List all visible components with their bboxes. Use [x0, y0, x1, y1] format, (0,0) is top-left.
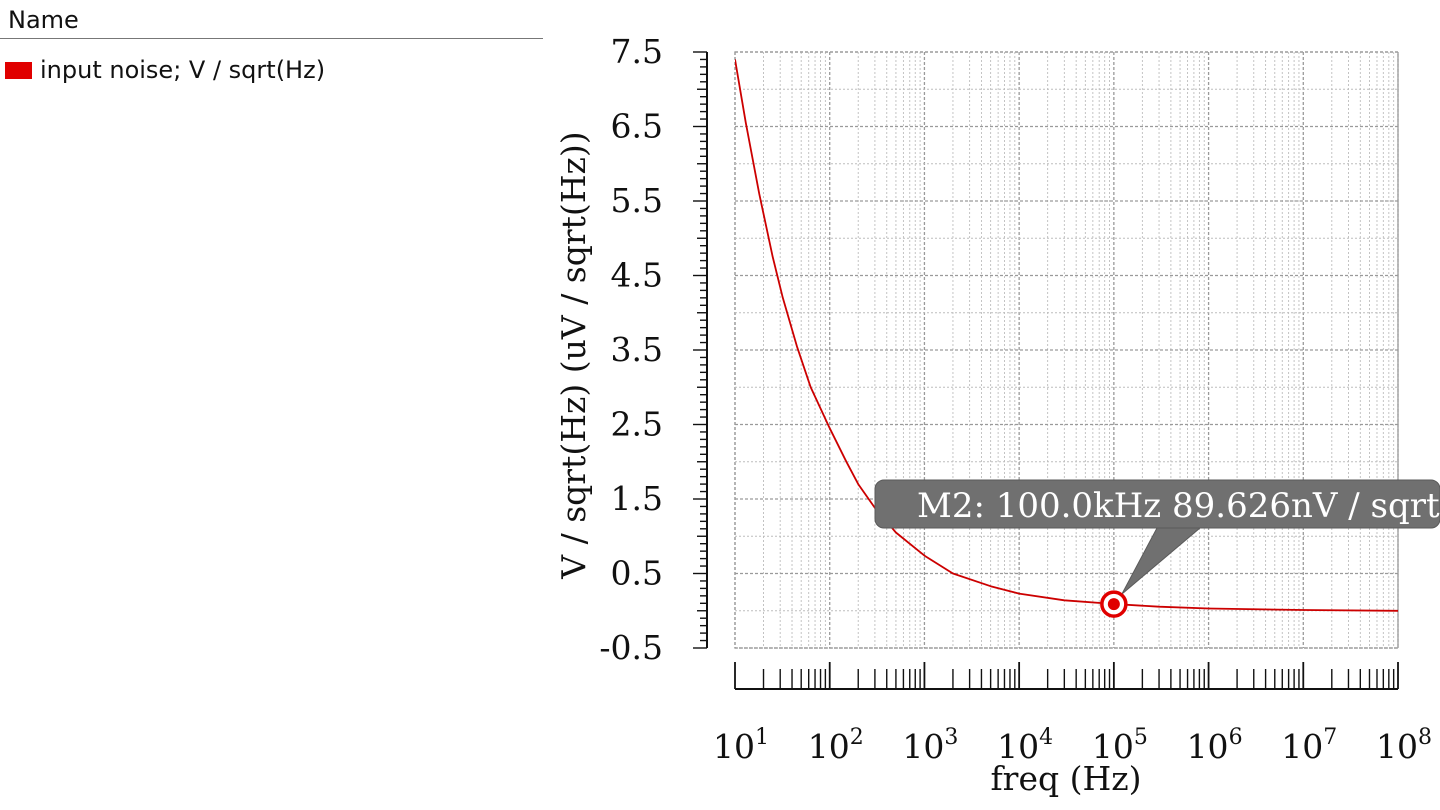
x-tick-label: 104: [997, 725, 1053, 766]
x-axis-label: freq (Hz): [990, 759, 1141, 798]
marker-tooltip: [874, 479, 1440, 529]
x-tick-label: 101: [713, 725, 769, 766]
legend-name-header: Name: [8, 6, 79, 34]
grid: [734, 51, 1399, 649]
marker-tooltip-text: M2: 100.0kHz 89.626nV / sqrt(Hz): [917, 486, 1440, 526]
legend-entry-input-noise[interactable]: input noise; V / sqrt(Hz): [5, 56, 325, 84]
noise-chart[interactable]: 7.5 6.5 5.5 4.5 3.5 2.5 1.5 0.5 -0.5 101 102 103 104…: [545, 0, 1440, 810]
y-tick-label: 7.5: [611, 32, 663, 71]
x-tick-label: 108: [1376, 725, 1432, 766]
marker-dot: [1107, 598, 1120, 611]
y-tick-label: 4.5: [611, 256, 663, 295]
x-tick-label: 105: [1092, 725, 1148, 766]
y-tick-label: 0.5: [611, 554, 663, 593]
x-tick-label: 107: [1281, 725, 1337, 766]
y-tick-label: -0.5: [599, 628, 663, 667]
legend-divider: [0, 38, 543, 39]
legend-entry-label: input noise; V / sqrt(Hz): [40, 56, 326, 84]
series-color-swatch: [5, 61, 32, 79]
x-tick-label: 102: [808, 725, 864, 766]
y-tick-label: 3.5: [611, 330, 663, 369]
y-tick-label: 2.5: [611, 405, 663, 444]
axes: 7.5 6.5 5.5 4.5 3.5 2.5 1.5 0.5 -0.5 101 102 103 104…: [599, 32, 1432, 766]
y-tick-label: 6.5: [611, 107, 663, 146]
y-tick-label: 1.5: [611, 479, 663, 518]
marker-group[interactable]: M2: 100.0kHz 89.626nV / sqrt(Hz): [874, 479, 1440, 618]
tooltip-pointer: [1121, 527, 1202, 595]
y-axis-label: V / sqrt(Hz) (uV / sqrt(Hz)): [554, 131, 593, 579]
legend-panel: Name input noise; V / sqrt(Hz): [0, 0, 545, 810]
x-tick-label: 106: [1187, 725, 1243, 766]
y-tick-label: 5.5: [611, 181, 663, 220]
x-tick-label: 103: [902, 725, 958, 766]
